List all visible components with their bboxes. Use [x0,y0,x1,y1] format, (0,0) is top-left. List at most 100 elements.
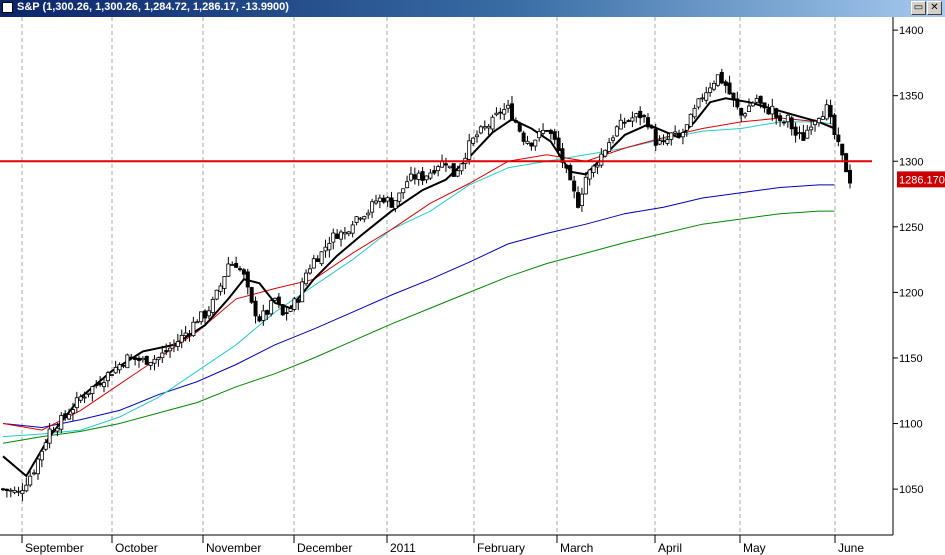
candle-body [102,382,107,388]
candle-body [844,153,849,173]
candle-body [727,82,732,95]
candle-body [498,111,503,114]
candle-body [579,193,584,207]
candle-body [478,126,483,134]
candle-body [537,131,542,139]
candle-body [140,357,145,361]
candle-body [610,137,615,141]
candle-body [265,310,270,315]
candle-body [397,192,402,202]
candle-body [241,269,246,275]
candle-body [136,357,141,361]
last-price-badge [897,171,945,188]
restore-button[interactable]: ▭ [911,1,926,15]
candle-body [762,102,767,109]
candle-body [455,170,460,177]
candle-body [144,355,149,365]
window-title: S&P (1,300.26, 1,300.26, 1,284.72, 1,286… [17,1,289,13]
candle-body [626,120,631,122]
candle-body [618,119,623,130]
candle-body [774,108,779,118]
x-tick-label: December [297,541,352,555]
candle-body [171,343,176,346]
window-title-bar: S&P (1,300.26, 1,300.26, 1,284.72, 1,286… [0,0,945,17]
candle-body [801,132,806,141]
candle-body [533,139,538,147]
candle-body [234,262,239,268]
candle-body [401,188,406,194]
candle-body [319,251,324,265]
chart-grid [21,17,836,535]
candle-body [789,117,794,130]
candle-body [665,139,670,144]
candle-body [750,102,755,107]
candle-body [778,115,783,122]
candle-body [90,386,95,394]
candle-body [362,216,367,220]
price-chart[interactable]: 1050 1100 1150 1200 1250 1300 1350 1400 Septembe… [0,17,945,555]
candle-body [560,148,565,163]
candle-body [805,129,810,139]
close-button[interactable]: ✕ [927,1,942,15]
candle-body [63,413,68,419]
candle-body [770,105,775,115]
candle-body [712,82,717,90]
candle-body [746,105,751,112]
candle-body [199,311,204,323]
candle-body [152,358,157,364]
candle-body [700,97,705,100]
candle-body [420,171,425,181]
x-tick-label: 2011 [390,541,416,555]
candle-body [517,123,522,132]
candle-body [55,427,60,432]
candle-body [680,132,685,138]
candle-body [339,231,344,240]
window-system-icon[interactable] [2,2,13,13]
candle-body [389,197,394,208]
x-tick-label: June [838,541,864,555]
candle-body [568,165,573,181]
candle-body [607,142,612,152]
candle-body [179,334,184,343]
candle-body [187,333,192,336]
candle-body [195,321,200,324]
candle-body [0,488,6,491]
candle-body [587,169,592,180]
candle-body [428,172,433,179]
candle-body [502,109,507,115]
candle-body [541,129,546,134]
candle-body [222,276,227,289]
candle-body [622,121,627,124]
chart-background [0,17,945,555]
candle-body [494,112,499,116]
y-tick-label: 1050 [899,484,923,496]
candle-body [564,164,569,169]
candle-body [133,357,138,360]
candle-body [432,170,437,174]
candle-body [785,114,790,123]
candle-body [272,297,277,301]
x-tick-label: October [115,541,158,555]
candle-body [475,134,480,138]
y-tick-label: 1100 [899,419,923,431]
candle-body [35,458,40,475]
candle-body [692,107,697,118]
candle-body [513,120,518,123]
candle-body [572,180,577,192]
candle-body [296,299,301,303]
candle-body [715,74,720,86]
candle-body [603,149,608,157]
candle-body [245,271,250,288]
candle-body [203,310,208,319]
candle-body [28,475,33,486]
candle-body [848,169,853,184]
candle-body [304,272,309,285]
candle-body [315,258,320,262]
candle-body [160,352,165,359]
candle-body [642,115,647,118]
candle-body [276,296,281,305]
candle-body [82,396,87,399]
candle-body [509,103,514,121]
candle-body [230,264,235,266]
candle-body [669,132,674,140]
